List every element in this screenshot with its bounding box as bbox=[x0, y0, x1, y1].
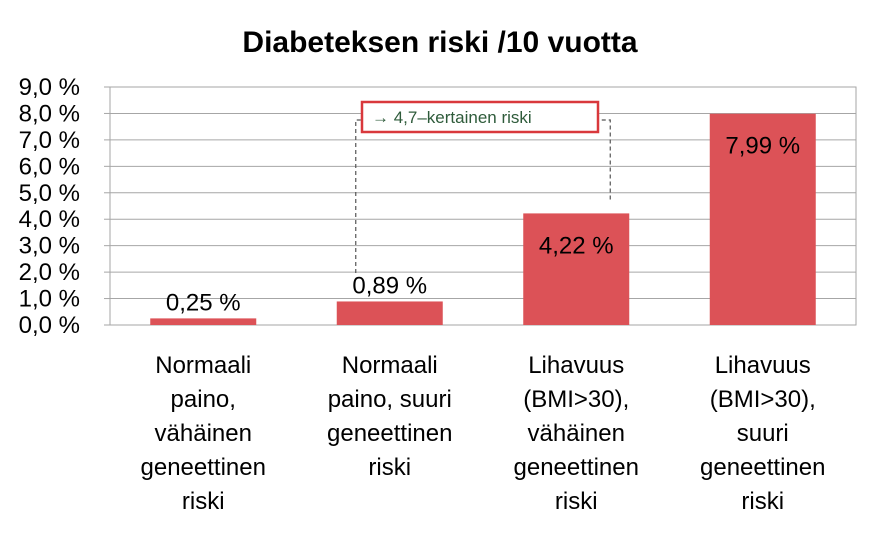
annotation-box bbox=[360, 100, 600, 134]
x-category-label: Normaali paino, vähäinen geneettinen riski bbox=[141, 352, 266, 515]
y-tick-label: 8,0 % bbox=[19, 100, 80, 127]
chart-title: Diabeteksen riski /10 vuotta bbox=[242, 26, 637, 59]
data-labels: 0,25 % 0,89 % 4,22 % 7,99 % bbox=[166, 133, 800, 317]
y-tick-label: 0,0 % bbox=[19, 312, 80, 339]
data-label: 4,22 % bbox=[539, 232, 614, 259]
annotation: → 4,7–kertainen riski bbox=[355, 100, 611, 273]
annotation-text: → 4,7–kertainen riski bbox=[372, 108, 532, 127]
x-category-label: Lihavuus (BMI>30), suuri geneettinen riski bbox=[700, 352, 825, 515]
x-category-label: Normaali paino, suuri geneettinen riski bbox=[327, 352, 452, 481]
y-tick-label: 2,0 % bbox=[19, 259, 80, 286]
plot-frame bbox=[109, 86, 857, 326]
x-category-label: Lihavuus (BMI>30), vähäinen geneettinen risk… bbox=[514, 352, 639, 515]
bars bbox=[150, 113, 816, 325]
y-tick-label: 7,0 % bbox=[19, 127, 80, 154]
y-tick-label: 9,0 % bbox=[19, 74, 80, 101]
x-axis: Normaali paino, vähäinen geneettinen riski No… bbox=[141, 352, 826, 515]
y-tick-label: 3,0 % bbox=[19, 233, 80, 260]
y-tick-label: 6,0 % bbox=[19, 153, 80, 180]
y-axis: 0,0 %1,0 %2,0 %3,0 %4,0 %5,0 %6,0 %7,0 %… bbox=[19, 74, 110, 339]
y-tick-label: 5,0 % bbox=[19, 180, 80, 207]
data-label: 0,25 % bbox=[166, 289, 241, 316]
data-label: 7,99 % bbox=[725, 133, 800, 160]
y-tick-label: 4,0 % bbox=[19, 206, 80, 233]
data-label: 0,89 % bbox=[352, 272, 427, 299]
bar bbox=[336, 301, 443, 325]
bar bbox=[709, 113, 816, 325]
bar bbox=[523, 213, 630, 325]
bar bbox=[150, 318, 257, 325]
y-tick-label: 1,0 % bbox=[19, 286, 80, 313]
